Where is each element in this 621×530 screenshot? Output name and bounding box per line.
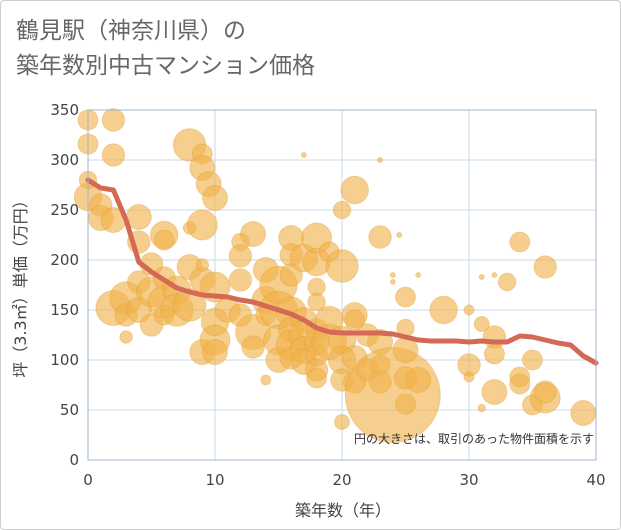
y-tick-label: 150 [50,301,79,319]
trend-line [85,177,599,366]
x-tick-label: 10 [205,471,224,489]
data-point [260,374,272,386]
y-tick-label: 50 [60,401,79,419]
data-point [172,288,207,322]
data-point [478,274,485,280]
y-tick-label: 200 [50,251,79,269]
data-point [228,268,253,292]
data-point [533,255,557,279]
data-point [570,400,597,426]
y-tick-label: 300 [50,151,79,169]
data-point [307,292,326,312]
y-tick-label: 100 [50,351,79,369]
data-point [241,335,265,359]
y-axis-label: 坪（3.3㎡）単価（万円） [11,192,30,377]
data-point [509,373,531,395]
x-tick-label: 0 [83,471,93,489]
data-point [228,244,253,268]
data-point [483,343,505,365]
data-point [396,232,403,238]
chart-title-line2: 築年数別中古マンション価格 [16,53,315,79]
data-point [344,347,441,443]
data-point [389,272,396,278]
data-point [306,367,328,389]
data-point [334,414,350,430]
y-tick-labels: 0 50 100 150 200 250 300 350 [50,101,79,469]
data-point [473,316,490,332]
data-point [186,209,218,241]
data-point [340,175,369,205]
data-point [332,200,352,220]
size-note: 円の大きさは、取引のあった物件面積を示す [354,431,594,446]
data-point [395,393,416,415]
data-point [368,225,392,249]
x-tick-label: 30 [459,471,478,489]
data-point [344,309,366,331]
data-point [481,379,508,405]
data-point [325,249,359,283]
data-point [509,231,531,253]
data-point [463,371,475,383]
x-axis-label: 築年数（年） [295,501,391,520]
x-tick-labels: 0 10 20 30 40 [83,471,605,489]
data-point [497,272,517,292]
y-tick-label: 250 [50,201,79,219]
data-point [119,330,133,344]
chart-title: 鶴見駅（神奈川県）の 築年数別中古マンション価格 [16,14,315,84]
data-point [395,286,416,308]
data-point [240,221,267,247]
data-point [389,279,396,285]
data-point [529,382,561,414]
data-point [477,403,486,413]
data-point [377,157,384,163]
x-tick-label: 40 [586,471,605,489]
y-tick-label: 0 [69,451,79,469]
data-point [195,258,210,272]
data-point [405,367,432,393]
data-point [415,272,422,278]
data-point [300,152,307,158]
data-point [429,295,458,325]
bubble-layer [73,108,597,443]
data-point [101,143,126,167]
chart-title-line1: 鶴見駅（神奈川県）の [16,18,246,44]
data-point [101,108,126,132]
data-point [153,229,175,251]
data-point [202,185,228,211]
plot-border [87,109,597,461]
data-point [522,349,543,371]
x-tick-label: 20 [332,471,351,489]
y-tick-label: 350 [50,101,79,119]
data-point [202,339,228,365]
data-point [491,272,498,278]
data-point [463,304,475,316]
